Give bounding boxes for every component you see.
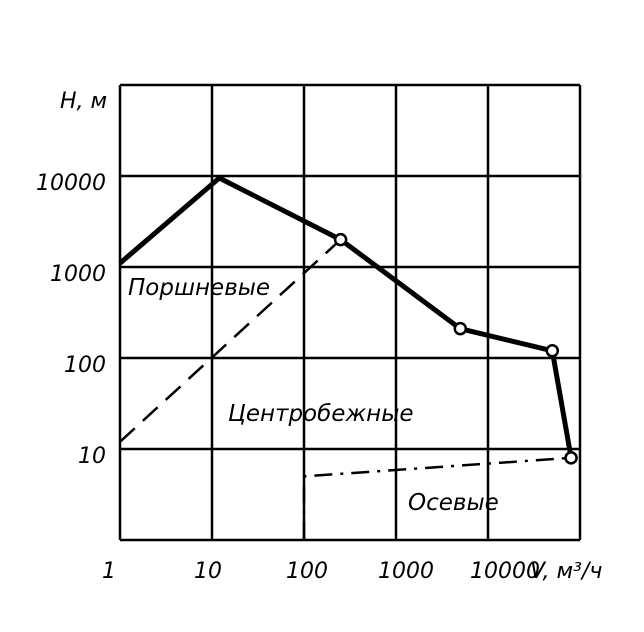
x-tick-label: 10 — [194, 559, 222, 584]
y-tick-label: 1000 — [50, 262, 106, 287]
series-line-2 — [119, 238, 342, 443]
y-tick-label: 10000 — [36, 171, 106, 196]
x-axis-label: V, м³/ч — [530, 559, 602, 584]
chart-markers — [333, 232, 578, 465]
x-tick-label: 1 — [102, 559, 116, 584]
chart-series — [118, 175, 574, 540]
open-point-marker — [545, 344, 560, 358]
region-label-piston: Поршневые — [128, 275, 270, 301]
series-line-3 — [302, 456, 572, 540]
y-tick-label: 10 — [78, 444, 106, 469]
chart-ticks: 1 10 100 1000 10000 10 100 1000 10000 — [36, 171, 540, 584]
chart-grid — [118, 83, 582, 542]
x-tick-label: 1000 — [378, 559, 434, 584]
series-line-1 — [118, 175, 574, 459]
open-point-marker — [564, 451, 578, 465]
x-tick-label: 100 — [286, 559, 328, 584]
open-point-marker — [333, 232, 348, 247]
region-label-centrifugal: Центробежные — [228, 401, 414, 427]
open-point-marker — [453, 321, 468, 336]
y-tick-label: 100 — [64, 353, 106, 378]
x-tick-label: 10000 — [470, 559, 540, 584]
region-label-axial: Осевые — [408, 490, 499, 516]
y-axis-label: H, м — [60, 89, 107, 114]
